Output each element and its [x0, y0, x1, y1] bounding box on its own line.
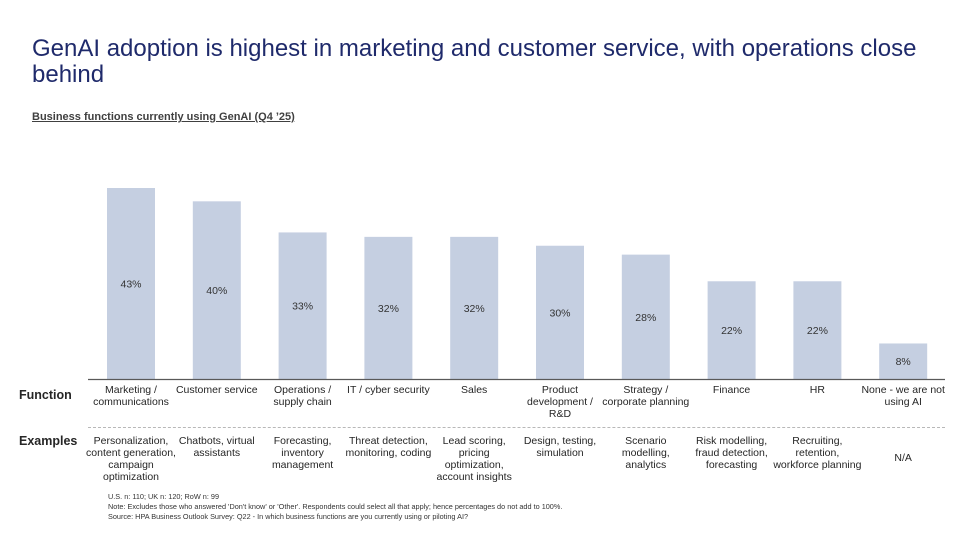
category-label-2: Operations / supply chain — [273, 384, 332, 408]
bar-8 — [793, 281, 842, 379]
category-label-5: Product development / R&D — [527, 384, 593, 420]
example-5: Design, testing, simulation — [523, 435, 597, 459]
bar-3 — [364, 236, 413, 379]
bar-4 — [450, 236, 499, 379]
data-label-6: 28% — [635, 312, 656, 324]
example-8: Recruiting, retention, workforce plannin… — [773, 435, 862, 471]
example-4: Lead scoring, pricing optimization, acco… — [436, 435, 512, 483]
exclusion-note: Note: Excludes those who answered 'Don't… — [108, 502, 563, 511]
examples-row-label: Examples — [19, 434, 78, 448]
category-label-6: Strategy / corporate planning — [602, 384, 690, 408]
data-label-7: 22% — [721, 325, 742, 337]
data-label-0: 43% — [120, 279, 141, 291]
function-row-label: Function — [19, 388, 72, 402]
data-label-3: 32% — [378, 303, 399, 315]
bar-1 — [192, 201, 241, 379]
chart-subtitle: Business functions currently using GenAI… — [32, 111, 295, 123]
example-1: Chatbots, virtual assistants — [178, 435, 255, 459]
data-label-9: 8% — [896, 356, 911, 368]
category-label-0: Marketing / communications — [93, 384, 169, 408]
category-label-8: HR — [809, 384, 825, 396]
example-6: Scenario modelling, analytics — [621, 435, 670, 471]
example-0: Personalization, content generation, cam… — [86, 435, 176, 483]
data-label-2: 33% — [292, 301, 313, 313]
sample-size-note: U.S. n: 110; UK n: 120; RoW n: 99 — [108, 492, 219, 501]
data-label-1: 40% — [206, 285, 227, 297]
source-note: Source: HPA Business Outlook Survey: Q22… — [108, 512, 469, 521]
example-3: Threat detection, monitoring, coding — [345, 435, 432, 459]
category-label-1: Customer service — [175, 384, 258, 396]
page-title: GenAI adoption is highest in marketing a… — [32, 35, 917, 88]
data-label-5: 30% — [549, 307, 570, 319]
category-label-9: None - we are not using AI — [861, 384, 945, 408]
example-9: N/A — [894, 452, 912, 464]
bar-0 — [107, 188, 155, 379]
category-label-7: Finance — [712, 384, 751, 396]
bar-6 — [621, 254, 670, 379]
bar-2 — [278, 232, 327, 379]
bar-9 — [879, 343, 928, 379]
bar-5 — [536, 245, 584, 379]
category-label-3: IT / cyber security — [347, 384, 430, 396]
data-label-8: 22% — [807, 325, 828, 337]
row-divider — [88, 427, 945, 428]
example-2: Forecasting, inventory management — [271, 435, 334, 471]
data-label-4: 32% — [464, 303, 485, 315]
footnotes: U.S. n: 110; UK n: 120; RoW n: 99 Note: … — [108, 492, 562, 522]
category-label-4: Sales — [461, 384, 488, 396]
bar-7 — [707, 281, 756, 379]
example-7: Risk modelling, fraud detection, forecas… — [695, 435, 768, 471]
